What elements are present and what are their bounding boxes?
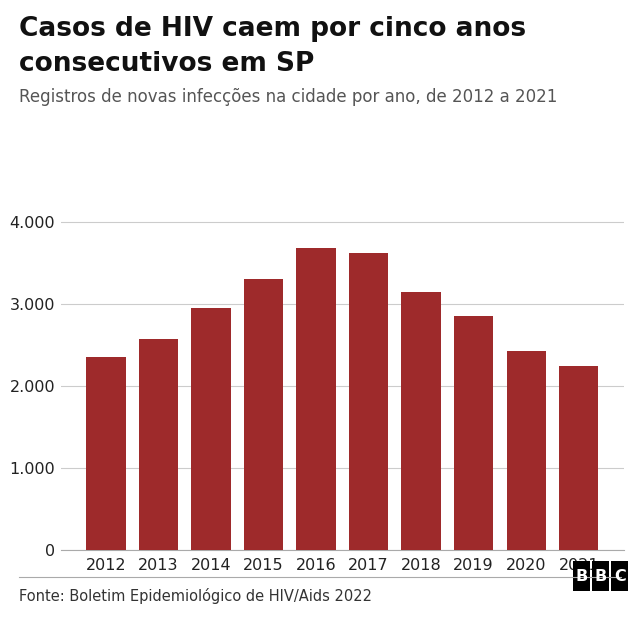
Text: Fonte: Boletim Epidemiológico de HIV/Aids 2022: Fonte: Boletim Epidemiológico de HIV/Aid… [19,588,372,604]
Text: Registros de novas infecções na cidade por ano, de 2012 a 2021: Registros de novas infecções na cidade p… [19,88,557,106]
Text: B: B [575,569,588,584]
Bar [86,357,126,550]
Bar [506,352,546,550]
Text: consecutivos em SP: consecutivos em SP [19,51,315,77]
Bar [244,279,284,550]
Bar [139,339,179,550]
Bar [559,366,598,550]
Text: C: C [614,569,626,584]
Bar [454,316,493,550]
Bar [296,248,336,550]
Text: Casos de HIV caem por cinco anos: Casos de HIV caem por cinco anos [19,16,526,42]
Bar [401,291,441,550]
Bar [191,308,231,550]
Bar [349,253,388,550]
Text: B: B [595,569,607,584]
